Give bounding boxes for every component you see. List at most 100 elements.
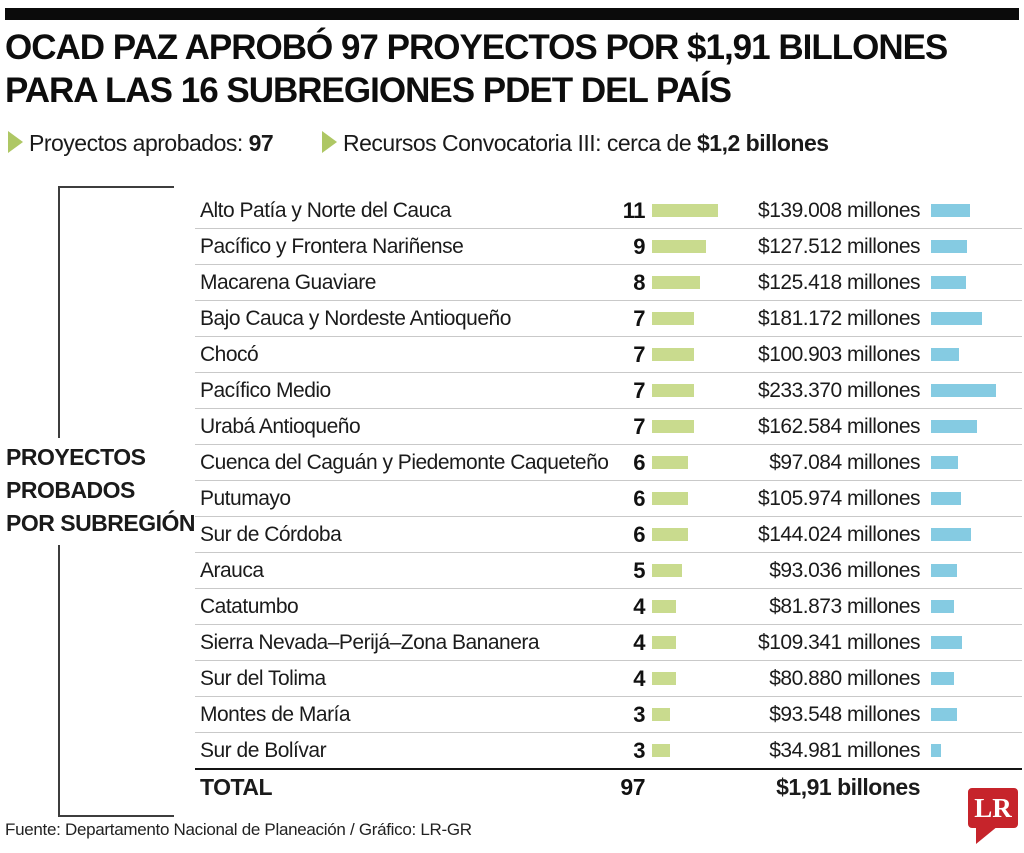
region-name: Chocó — [200, 343, 259, 366]
region-name: Urabá Antioqueño — [200, 415, 361, 438]
amount-label: $127.512 millones — [758, 235, 920, 258]
amount-bar — [931, 456, 959, 469]
region-name: Arauca — [200, 559, 264, 582]
table-row: Sierra Nevada–Perijá–Zona Bananera 4 $109.… — [195, 625, 1022, 661]
projects-bar — [652, 240, 706, 253]
amount-bar — [931, 744, 941, 757]
table-row: Alto Patía y Norte del Cauca 11 $139.008 m… — [195, 193, 1022, 229]
table-row: Urabá Antioqueño 7 $162.584 millones — [195, 409, 1022, 445]
projects-bar — [652, 744, 670, 757]
axis-label-subregion: PROYECTOS PROBADOS POR SUBREGIÓN — [6, 444, 196, 536]
projects-bar — [652, 312, 694, 325]
table-row: Sur de Bolívar 3 $34.981 millones — [195, 733, 1022, 770]
project-count: 4 — [633, 630, 645, 655]
amount-bar — [931, 528, 972, 541]
table-row: Cuenca del Caguán y Piedemonte Caqueteño… — [195, 445, 1022, 481]
amount-bar — [931, 420, 977, 433]
projects-bar — [652, 708, 670, 721]
arrow-right-icon — [322, 131, 337, 153]
project-count: 7 — [633, 342, 645, 367]
projects-bar — [652, 636, 676, 649]
region-name: Sur de Bolívar — [200, 739, 327, 762]
project-count: 3 — [633, 738, 645, 763]
amount-label: $139.008 millones — [758, 199, 920, 222]
project-count: 9 — [633, 234, 645, 259]
amount-label: $233.370 millones — [758, 379, 920, 402]
bullet-label: Recursos Convocatoria III: cerca de — [343, 130, 697, 156]
region-name: Sur del Tolima — [200, 667, 326, 690]
amount-bar — [931, 636, 962, 649]
amount-label: $181.172 millones — [758, 307, 920, 330]
projects-bar — [652, 276, 700, 289]
amount-label: $109.341 millones — [758, 631, 920, 654]
amount-bar — [931, 348, 960, 361]
table-row: Montes de María 3 $93.548 millones — [195, 697, 1022, 733]
table-row: Catatumbo 4 $81.873 millones — [195, 589, 1022, 625]
amount-bar — [931, 204, 970, 217]
region-name: Catatumbo — [200, 595, 299, 618]
amount-bar — [931, 492, 961, 505]
project-count: 6 — [633, 486, 645, 511]
project-count: 6 — [633, 522, 645, 547]
amount-label: $97.084 millones — [769, 451, 920, 474]
project-count: 7 — [633, 306, 645, 331]
table-row: Pacífico Medio 7 $233.370 millones — [195, 373, 1022, 409]
bullet-value: $1,2 billones — [697, 130, 829, 156]
source-credit: Fuente: Departamento Nacional de Planeac… — [5, 820, 472, 839]
amount-bar — [931, 672, 954, 685]
table-row: Arauca 5 $93.036 millones — [195, 553, 1022, 589]
project-count: 7 — [633, 414, 645, 439]
table-body: Alto Patía y Norte del Cauca 11 $139.008 m… — [195, 193, 1022, 805]
title-line1: OCAD PAZ APROBÓ 97 PROYECTOS POR $1,91 B… — [5, 28, 948, 67]
amount-bar — [931, 708, 958, 721]
projects-bar — [652, 492, 688, 505]
amount-label: $100.903 millones — [758, 343, 920, 366]
region-name: Macarena Guaviare — [200, 271, 376, 294]
region-name: Sur de Córdoba — [200, 523, 342, 546]
project-count: 4 — [633, 594, 645, 619]
project-count: 5 — [633, 558, 645, 583]
bracket-bottom-segment — [58, 545, 174, 817]
page-title: OCAD PAZ APROBÓ 97 PROYECTOS POR $1,91 B… — [5, 26, 1015, 112]
amount-label: $144.024 millones — [758, 523, 920, 546]
projects-bar — [652, 564, 682, 577]
amount-bar — [931, 240, 967, 253]
project-count: 6 — [633, 450, 645, 475]
amount-bar — [931, 600, 954, 613]
project-count: 7 — [633, 378, 645, 403]
lr-logo-text: LR — [974, 793, 1012, 823]
table-total-row: TOTAL 97 $1,91 billones — [195, 770, 1022, 805]
amount-label: $125.418 millones — [758, 271, 920, 294]
lr-logo-tail — [976, 826, 998, 844]
title-line2: PARA LAS 16 SUBREGIONES PDET DEL PAÍS — [5, 71, 732, 110]
project-count: 3 — [633, 702, 645, 727]
amount-label: $81.873 millones — [769, 595, 920, 618]
lr-logo: LR — [968, 788, 1018, 844]
region-name: Pacífico Medio — [200, 379, 331, 402]
bracket-top-segment — [58, 186, 174, 438]
total-label: TOTAL — [200, 774, 273, 800]
amount-bar — [931, 384, 997, 397]
project-count: 11 — [622, 198, 646, 223]
project-count: 8 — [633, 270, 645, 295]
bullet-value: 97 — [248, 130, 274, 156]
table-row: Macarena Guaviare 8 $125.418 millones — [195, 265, 1022, 301]
region-name: Sierra Nevada–Perijá–Zona Bananera — [200, 631, 540, 654]
key-figures: Proyectos aprobados: 97 Recursos Convoca… — [0, 126, 1024, 160]
amount-bar — [931, 276, 967, 289]
region-name: Pacífico y Frontera Nariñense — [200, 235, 464, 258]
region-name: Alto Patía y Norte del Cauca — [200, 199, 451, 222]
amount-bar — [931, 564, 958, 577]
region-name: Montes de María — [200, 703, 351, 726]
projects-bar — [652, 456, 688, 469]
projects-bar — [652, 672, 676, 685]
region-name: Bajo Cauca y Nordeste Antioqueño — [200, 307, 511, 330]
projects-bar — [652, 600, 676, 613]
projects-bar — [652, 348, 694, 361]
amount-label: $105.974 millones — [758, 487, 920, 510]
table-row: Bajo Cauca y Nordeste Antioqueño 7 $181.17… — [195, 301, 1022, 337]
amount-label: $80.880 millones — [769, 667, 920, 690]
amount-label: $34.981 millones — [769, 739, 920, 762]
table-row: Chocó 7 $100.903 millones — [195, 337, 1022, 373]
table-row: Pacífico y Frontera Nariñense 9 $127.512 m… — [195, 229, 1022, 265]
